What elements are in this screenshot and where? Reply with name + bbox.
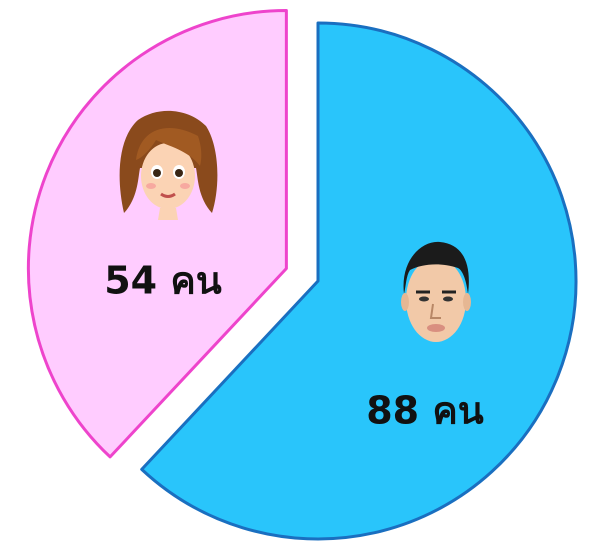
value-label: 54 คน	[104, 259, 222, 303]
chart: 54 คน 88 คน	[0, 0, 590, 542]
value-label: 88 คน	[366, 389, 484, 433]
